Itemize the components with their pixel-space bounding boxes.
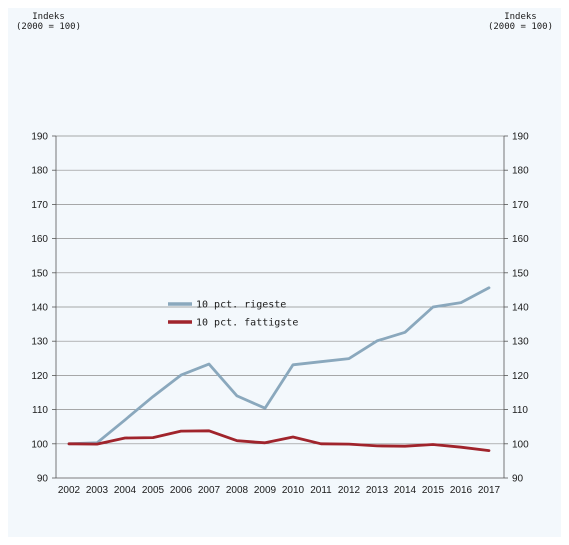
y-tick-label-right: 170 <box>512 200 529 211</box>
x-tick-label: 2014 <box>394 485 417 496</box>
x-tick-label: 2009 <box>254 485 277 496</box>
y-tick-label-left: 180 <box>31 166 48 177</box>
y-tick-label-left: 130 <box>31 337 48 348</box>
y-tick-label-right: 160 <box>512 234 529 245</box>
legend: 10 pct. rigeste 10 pct. fattigste <box>168 300 298 329</box>
y-tick-label-right: 190 <box>512 132 529 143</box>
legend-label-2: 10 pct. fattigste <box>196 318 298 329</box>
left-axis-unit: Indeks (2000 = 100) <box>16 12 81 32</box>
x-tick-label: 2002 <box>58 485 81 496</box>
y-tick-label-left: 90 <box>37 474 49 485</box>
x-tick-label: 2005 <box>142 485 165 496</box>
x-tick-label: 2004 <box>114 485 137 496</box>
right-axis-unit-line1: Indeks <box>504 12 537 22</box>
series-line-2 <box>67 429 491 453</box>
x-tick-label: 2011 <box>310 485 332 496</box>
y-tick-label-right: 180 <box>512 166 529 177</box>
y-tick-label-left: 140 <box>31 303 48 314</box>
right-axis-unit: Indeks (2000 = 100) <box>488 12 553 32</box>
y-tick-label-left: 190 <box>31 132 48 143</box>
x-tick-label: 2006 <box>170 485 193 496</box>
series-lines <box>67 286 491 453</box>
y-tick-label-left: 160 <box>31 234 48 245</box>
x-tick-label: 2003 <box>86 485 109 496</box>
y-tick-label-right: 120 <box>512 371 529 382</box>
x-tick-label: 2008 <box>226 485 249 496</box>
y-tick-label-left: 150 <box>31 268 48 279</box>
y-tick-label-right: 150 <box>512 268 529 279</box>
right-axis-unit-line2: (2000 = 100) <box>487 22 553 32</box>
y-tick-label-right: 130 <box>512 337 529 348</box>
x-tick-label: 2015 <box>422 485 445 496</box>
legend-label-1: 10 pct. rigeste <box>196 300 286 311</box>
y-tick-label-left: 100 <box>31 439 48 450</box>
x-tick-label: 2017 <box>478 485 501 496</box>
series-line-1 <box>67 286 491 446</box>
y-tick-label-left: 120 <box>31 371 48 382</box>
left-axis-unit-line1: Indeks <box>32 12 65 22</box>
y-tick-label-right: 90 <box>512 474 524 485</box>
x-tick-label: 2013 <box>366 485 389 496</box>
y-tick-label-left: 170 <box>31 200 48 211</box>
y-tick-label-right: 110 <box>512 405 528 416</box>
axes: 90 90 100 100 110 110 120 120 130 130 140 140 150 150… <box>31 132 529 497</box>
gridlines <box>56 135 504 445</box>
x-tick-label: 2007 <box>198 485 221 496</box>
x-tick-label: 2016 <box>450 485 473 496</box>
left-axis-unit-line2: (2000 = 100) <box>16 22 82 32</box>
y-tick-label-right: 140 <box>512 303 529 314</box>
y-tick-label-right: 100 <box>512 439 529 450</box>
y-tick-label-left: 110 <box>32 405 48 416</box>
x-tick-label: 2012 <box>338 485 361 496</box>
x-tick-label: 2010 <box>282 485 305 496</box>
